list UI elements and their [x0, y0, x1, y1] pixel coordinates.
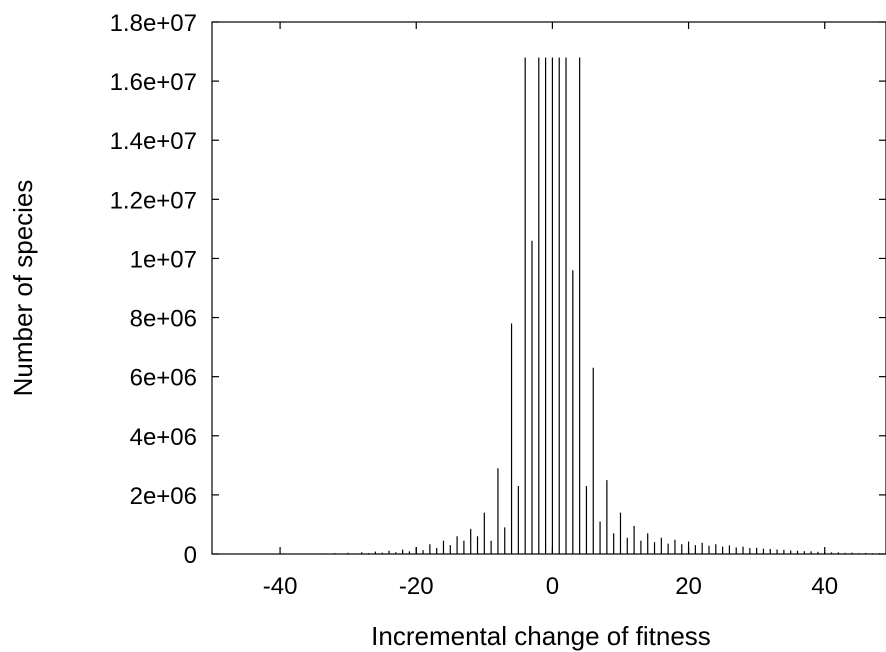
y-tick-label: 1.8e+07: [110, 10, 197, 37]
axis-ticks: -40 -20 0 20 40 0 2e+06 4e+06 6e+06 8e+06 1e+07 1.2…: [110, 10, 886, 600]
y-tick-label: 8e+06: [130, 306, 197, 333]
x-tick-label: 40: [811, 573, 838, 600]
y-tick-label: 2e+06: [130, 483, 197, 510]
y-tick-label: 1e+07: [130, 246, 197, 273]
y-axis-title: Number of species: [8, 180, 38, 397]
x-tick-label: 20: [675, 573, 702, 600]
x-axis-title: Incremental change of fitness: [371, 621, 711, 651]
bar-series: [279, 57, 886, 554]
x-tick-label: 0: [546, 573, 559, 600]
y-tick-label: 0: [184, 542, 197, 569]
y-tick-label: 6e+06: [130, 365, 197, 392]
x-tick-label: -20: [399, 573, 434, 600]
y-tick-label: 1.2e+07: [110, 187, 197, 214]
plot-frame: [211, 21, 886, 555]
y-tick-label: 1.4e+07: [110, 128, 197, 155]
y-tick-label: 4e+06: [130, 424, 197, 451]
y-tick-label: 1.6e+07: [110, 69, 197, 96]
x-tick-label: -40: [263, 573, 298, 600]
